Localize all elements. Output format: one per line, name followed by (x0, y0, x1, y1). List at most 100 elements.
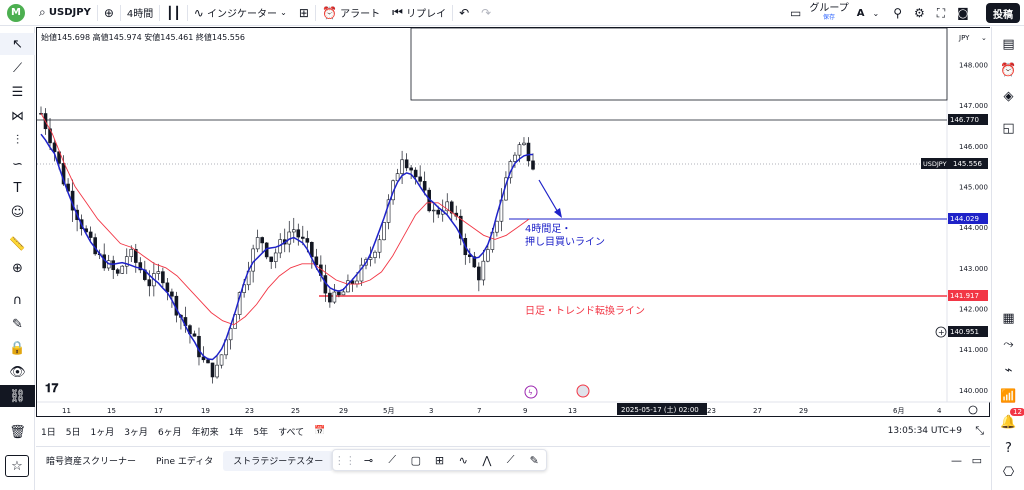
us-flag-icon[interactable] (576, 384, 590, 398)
post-button[interactable]: 投稿 (986, 3, 1020, 23)
quick-search-icon[interactable]: ⚲ (893, 6, 902, 20)
chart-pattern-icon[interactable]: ⌁ (1004, 362, 1013, 378)
hline-tool-icon[interactable]: ⊸ (363, 453, 374, 467)
tradingview-logo[interactable]: 𝟏𝟕 (45, 381, 59, 395)
group-letter[interactable]: A (856, 7, 865, 19)
pointer-icon[interactable]: ⤳ (1003, 336, 1014, 352)
range-5d[interactable]: 5日 (65, 427, 81, 438)
watchlist-icon[interactable]: ▤ (1002, 36, 1015, 52)
text-icon[interactable]: T (13, 180, 22, 196)
layout-icon[interactable]: ▭ (790, 6, 802, 20)
range-1d[interactable]: 1日 (41, 427, 56, 438)
blue-annotation-1[interactable]: 4時間足・ (525, 223, 571, 235)
axis-settings-icon[interactable] (968, 405, 978, 415)
rect-tool-icon[interactable]: ▢ (410, 453, 422, 467)
notification-icon[interactable]: 🔔 12 (992, 408, 1024, 433)
alert-button[interactable]: ⏰ アラート (316, 0, 386, 26)
redo-button[interactable]: ↷ (475, 0, 497, 26)
clock-label[interactable]: 13:05:34 UTC+9 (887, 426, 962, 436)
layers-icon[interactable]: ◈ (1003, 88, 1014, 104)
blue-annotation-2[interactable]: 押し目買いライン (525, 235, 605, 248)
polyline-tool-icon[interactable]: ⋀ (482, 453, 492, 467)
ray-tool-icon[interactable]: ⟋ (388, 453, 397, 466)
tab-crypto-screener[interactable]: 暗号資産スクリーナー (46, 457, 137, 467)
candle-body (449, 201, 454, 214)
camera-icon[interactable]: ◙ (957, 6, 969, 20)
range-5y[interactable]: 5年 (253, 427, 269, 438)
magnet-icon[interactable]: ∩ (12, 292, 23, 308)
path-tool-icon[interactable]: ∿ (458, 453, 468, 467)
signal-icon[interactable]: 📶 (1000, 388, 1017, 404)
star-icon[interactable]: ☆ (5, 455, 29, 477)
trash-icon[interactable]: 🗑 (9, 424, 26, 440)
trend-line-icon[interactable]: ⟋ (12, 60, 23, 76)
undo-button[interactable]: ↶ (453, 0, 475, 26)
indicators-button[interactable]: ∿ インジケーター ⌄ (193, 5, 287, 21)
candle-body (373, 251, 377, 258)
symbol-search-button[interactable]: ⌕ USDJPY (33, 0, 97, 26)
lock-icon[interactable]: 🔒 (9, 340, 26, 356)
range-3m[interactable]: 3ヶ月 (124, 427, 148, 438)
price-label-144029: 144.029 (950, 215, 979, 223)
object-tree-icon[interactable]: ◱ (1002, 120, 1015, 136)
maximize-icon[interactable]: ▭ (971, 454, 982, 467)
gear-icon[interactable]: ⚙ (914, 6, 925, 20)
axis-chevron-icon[interactable]: ⌄ (981, 34, 987, 42)
layout-grid-button[interactable]: ⊞ (293, 0, 315, 26)
range-1m[interactable]: 1ヶ月 (90, 427, 115, 438)
range-ytd[interactable]: 年初来 (191, 427, 219, 438)
candle-body (296, 229, 301, 238)
range-6m[interactable]: 6ヶ月 (157, 427, 182, 438)
emoji-icon[interactable]: ☺ (10, 204, 25, 220)
alarm-clock-icon[interactable]: ⏰ (1000, 62, 1017, 78)
brush-icon[interactable]: ∽ (12, 156, 23, 172)
brush-tool-icon[interactable]: ✎ (529, 453, 539, 467)
replay-button[interactable]: ⏮ リプレイ (386, 0, 452, 26)
fib-icon[interactable]: ☰ (11, 84, 24, 100)
red-annotation[interactable]: 日足・トレンド転換ライン (525, 305, 645, 317)
eye-icon[interactable]: 👁 (9, 364, 26, 380)
chevron-down-icon[interactable]: ⌄ (872, 8, 880, 18)
line-tool-icon[interactable]: ⟋ (506, 453, 515, 466)
candle-body (472, 256, 477, 268)
undo-icon: ↶ (459, 5, 470, 20)
user-avatar[interactable]: M (7, 3, 25, 22)
help-icon[interactable]: ? (1005, 440, 1012, 456)
time-tick-8: 3 (429, 407, 433, 415)
notification-badge: 12 (1010, 408, 1024, 416)
time-tick-9: 7 (477, 407, 481, 415)
ohlc-legend: 始値145.698 高値145.974 安値145.461 終値145.556 (41, 32, 245, 43)
add-alert-icon[interactable] (935, 326, 947, 338)
arrow-line[interactable] (538, 179, 560, 215)
group-save-button[interactable]: グループ 保存 (809, 4, 848, 22)
crosshair-tool-icon[interactable]: ⊞ (434, 453, 445, 467)
candle-body (120, 265, 125, 274)
link-icon[interactable]: ⛓ (0, 385, 35, 407)
rectangle-drawing[interactable] (410, 27, 948, 101)
candle-body (138, 262, 143, 271)
chat-icon[interactable]: ⎔ (1002, 464, 1015, 480)
event-icon[interactable] (524, 385, 538, 399)
ruler-icon[interactable]: 📏 (9, 236, 26, 252)
compare-button[interactable]: ⊕ (98, 0, 120, 26)
price-chart[interactable]: JPY ⌄ 148.000 147.000 146.000 145.000 144.00… (37, 27, 991, 418)
pattern-icon[interactable]: ⋈ (11, 108, 24, 124)
price-label-146770: 146.770 (950, 116, 979, 124)
range-1y[interactable]: 1年 (228, 427, 244, 438)
tab-strategy-tester[interactable]: ストラテジーテスター (223, 450, 334, 471)
date-range-icon[interactable]: 📅 (314, 426, 326, 436)
interval-button[interactable]: 4時間 (126, 9, 154, 20)
chart-pane[interactable]: JPY ⌄ 148.000 147.000 146.000 145.000 144.00… (36, 27, 991, 418)
auto-scale-icon[interactable]: ⤡ (975, 424, 984, 437)
tab-pine-editor[interactable]: Pine エディタ (156, 457, 214, 467)
zoom-icon[interactable]: ⊕ (12, 260, 23, 276)
fullscreen-icon[interactable]: ⛶ (936, 5, 946, 20)
drag-handle-icon[interactable]: ⋮⋮ (333, 453, 356, 467)
chart-type-button[interactable]: ┃┃ (160, 0, 186, 26)
minimize-icon[interactable]: — (951, 454, 962, 467)
data-window-icon[interactable]: ▦ (1002, 310, 1015, 326)
range-all[interactable]: すべて (278, 427, 305, 438)
cursor-icon[interactable]: ↖ (0, 33, 35, 55)
pencil-lock-icon[interactable]: ✎ (12, 316, 23, 332)
projection-icon[interactable]: ⫶ (15, 132, 20, 148)
